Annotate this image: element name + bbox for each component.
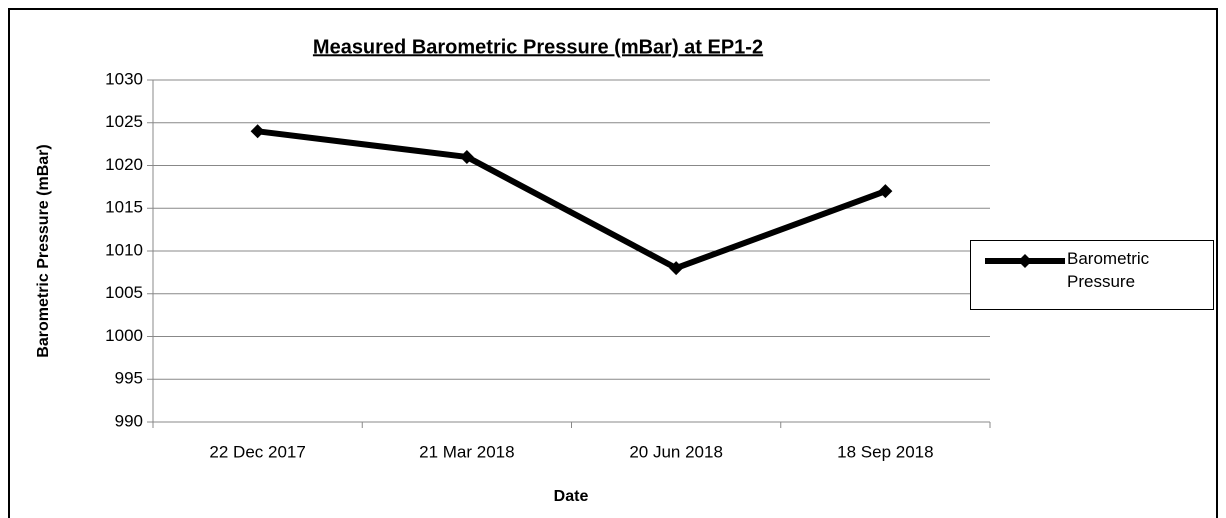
legend-symbol (985, 254, 1065, 268)
y-tick-label: 990 (115, 411, 143, 430)
y-tick-label: 1000 (105, 326, 143, 345)
x-tick-label: 21 Mar 2018 (419, 442, 514, 461)
data-point (669, 261, 684, 276)
x-tick-label: 22 Dec 2017 (209, 442, 305, 461)
data-point (250, 124, 265, 139)
y-axis-title: Barometric Pressure (mBar) (35, 144, 52, 357)
y-tick-label: 1015 (105, 198, 143, 217)
y-tick-label: 1030 (105, 69, 143, 88)
chart-title: Measured Barometric Pressure (mBar) at E… (313, 36, 763, 58)
legend: Barometric Pressure (970, 240, 1214, 310)
y-tick-label: 995 (115, 369, 143, 388)
y-tick-label: 1020 (105, 155, 143, 174)
y-tick-label: 1025 (105, 112, 143, 131)
chart-border (8, 8, 1218, 518)
series-line (257, 128, 887, 272)
y-tick-label: 1010 (105, 240, 143, 259)
y-tick-label: 1005 (105, 283, 143, 302)
data-point (459, 149, 474, 164)
data-point (878, 184, 893, 199)
x-tick-label: 18 Sep 2018 (837, 442, 933, 461)
x-axis-title: Date (554, 488, 589, 505)
x-tick-label: 20 Jun 2018 (629, 442, 723, 461)
legend-label: Barometric Pressure (1067, 249, 1150, 291)
legend-marker (1018, 254, 1032, 268)
